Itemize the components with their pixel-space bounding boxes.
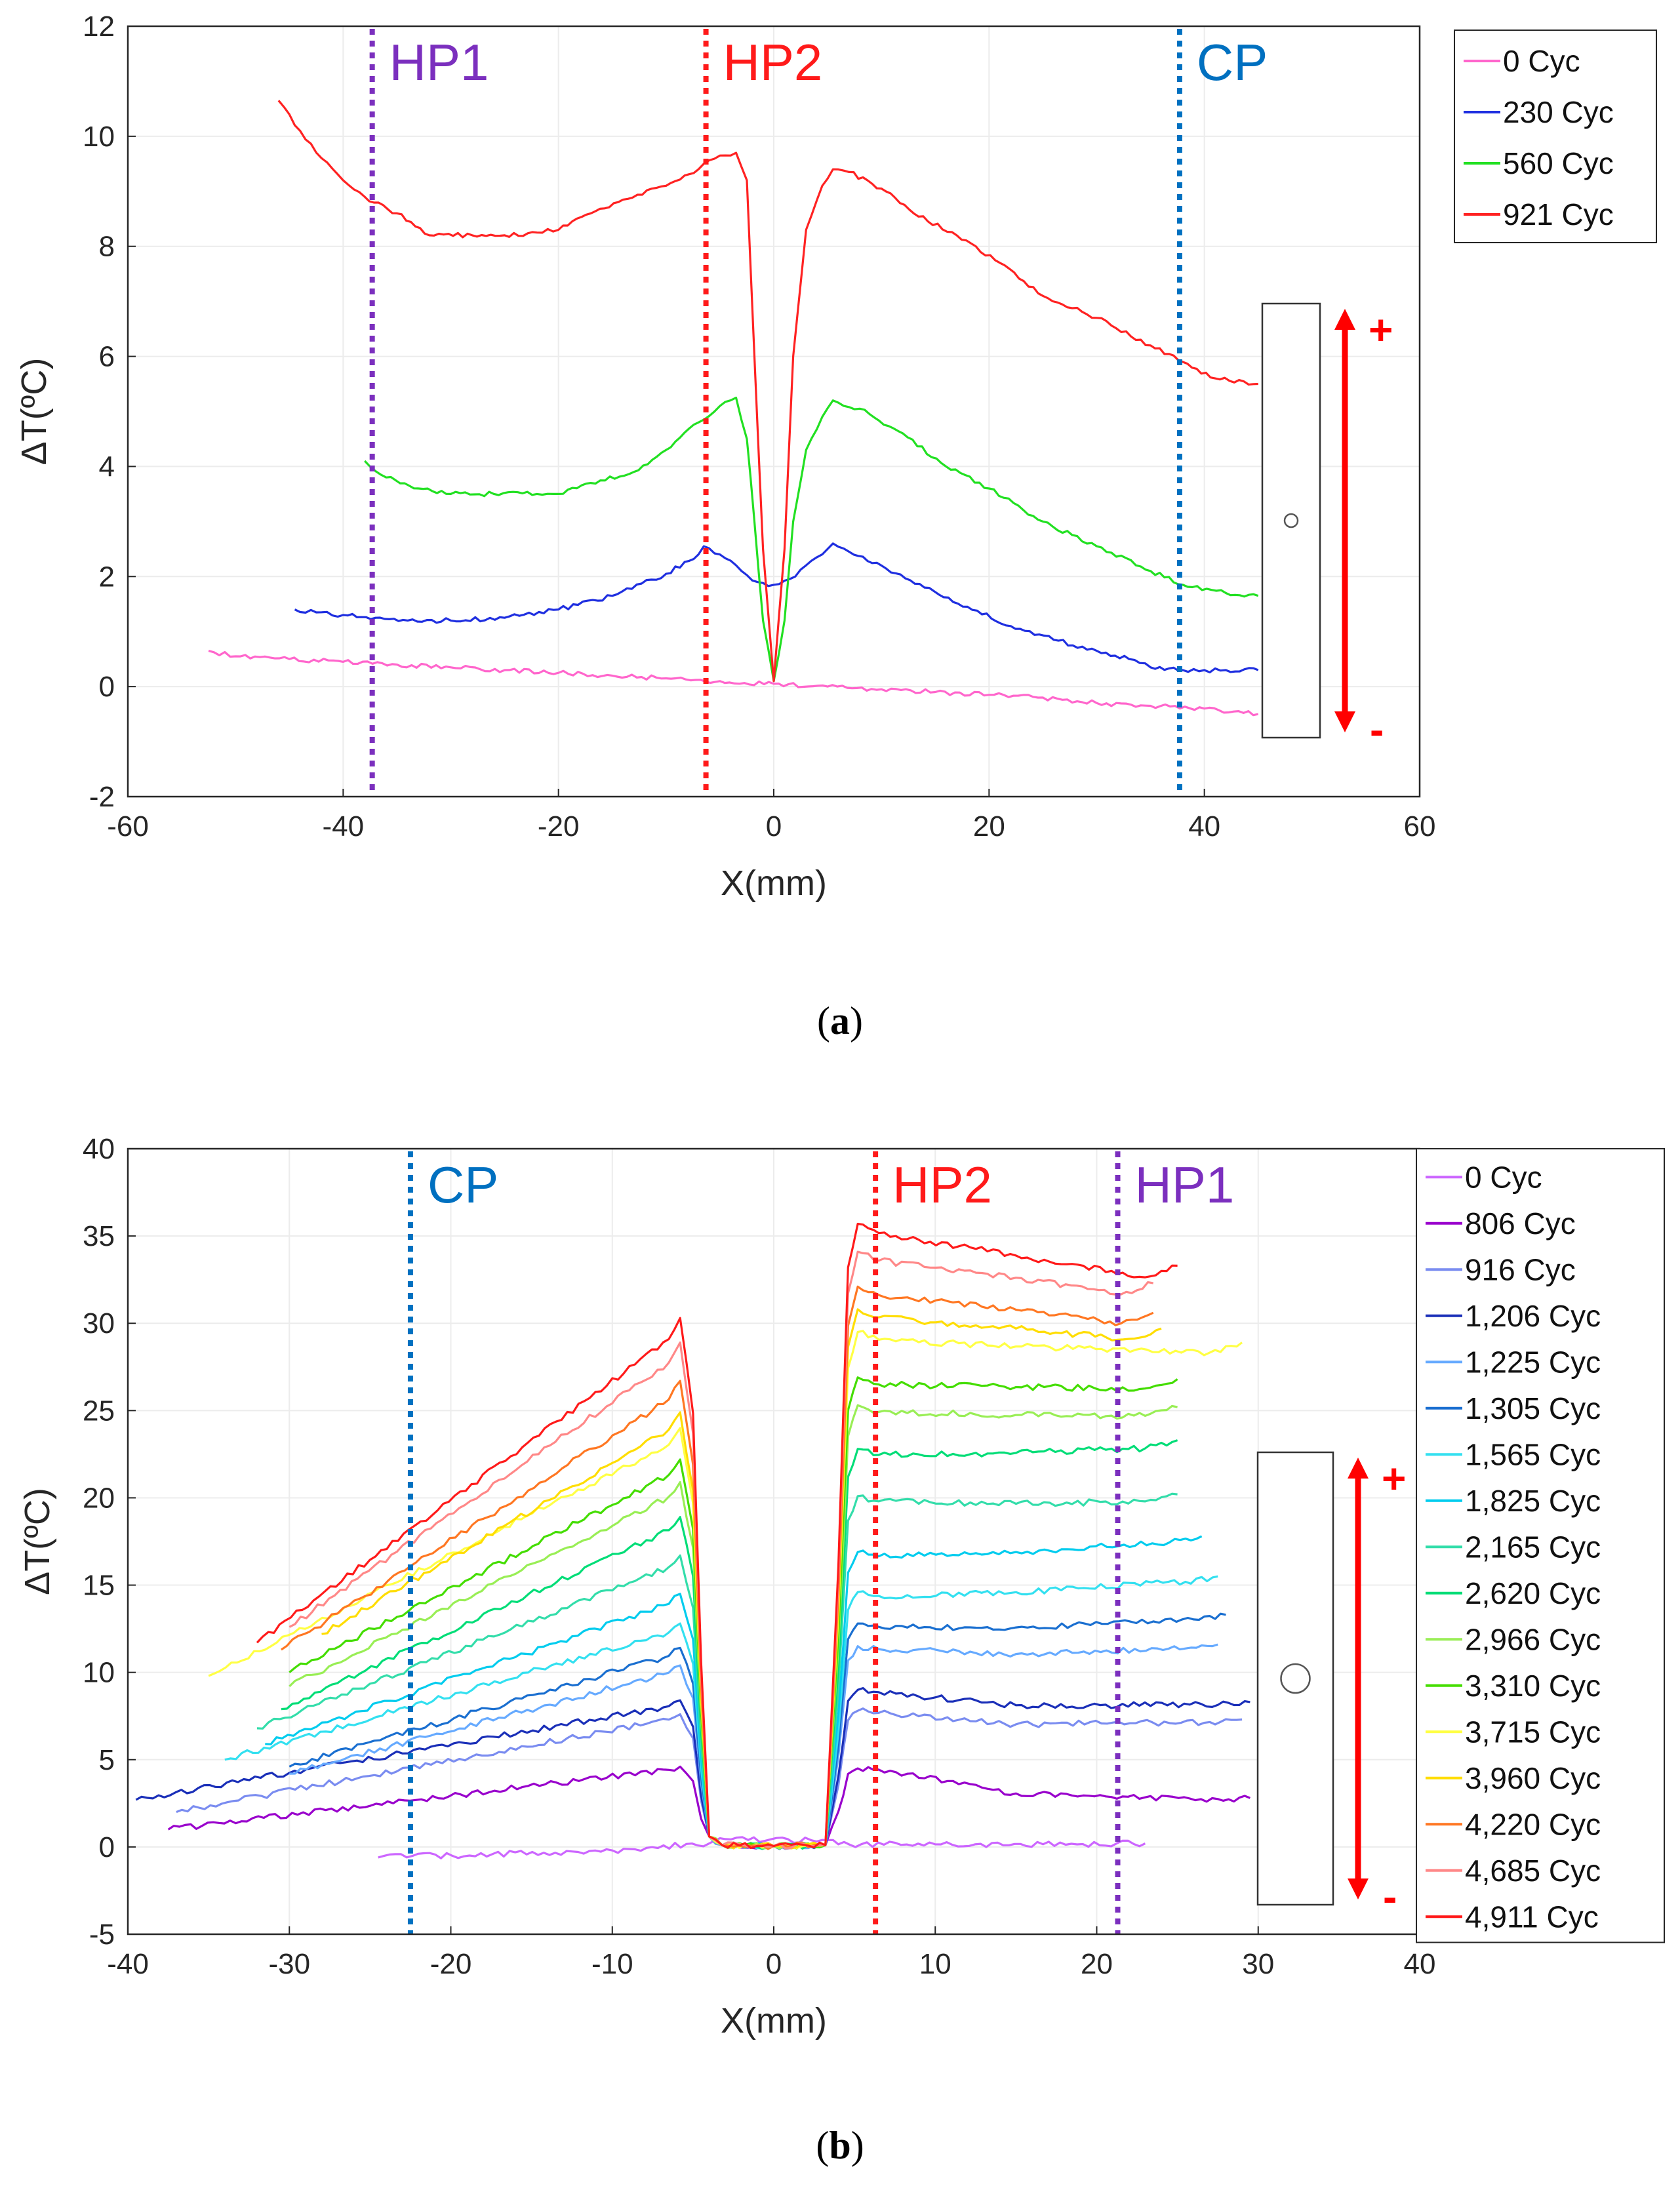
load-minus-sign: -	[1370, 706, 1384, 753]
series-line-15	[289, 1250, 1153, 1850]
x-tick-label-6: 60	[1404, 810, 1436, 843]
x-tick-label-3: -10	[591, 1948, 633, 1980]
load-arrow-head-down	[1348, 1878, 1369, 1899]
x-tick-label-4: 0	[766, 1948, 782, 1980]
legend-label-2: 916 Cyc	[1465, 1252, 1576, 1286]
y-tick-label-3: 10	[83, 1657, 115, 1689]
x-tick-label-0: -60	[107, 810, 149, 843]
load-arrow-head-up	[1348, 1458, 1369, 1479]
series-group	[135, 1222, 1250, 1859]
chart-a: HP1 HP2 CP-60 -40 -20 0 20 40 60-2024681012X(mm)…	[14, 10, 1657, 903]
x-axis-label: X(mm)	[721, 2001, 827, 2040]
y-tick-label-1: 0	[99, 1831, 115, 1863]
x-tick-label-5: 40	[1188, 810, 1220, 843]
x-tick-label-8: 40	[1404, 1948, 1436, 1980]
y-tick-label-3: 4	[99, 450, 115, 483]
legend-label-9: 2,620 Cyc	[1465, 1576, 1601, 1610]
legend-label-12: 3,715 Cyc	[1465, 1715, 1601, 1749]
y-tick-label-8: 35	[83, 1220, 115, 1252]
y-tick-label-5: 20	[83, 1482, 115, 1514]
caption-a: (a)	[817, 999, 863, 1043]
legend-label-2: 560 Cyc	[1503, 146, 1614, 180]
series-line-3	[277, 100, 1258, 683]
x-tick-label-7: 30	[1242, 1948, 1274, 1980]
legend-label-6: 1,565 Cyc	[1465, 1437, 1601, 1471]
legend-label-15: 4,685 Cyc	[1465, 1854, 1601, 1888]
load-arrow-head-up	[1334, 309, 1355, 330]
x-axis-label: X(mm)	[721, 864, 827, 903]
y-tick-label-6: 10	[83, 121, 115, 153]
legend-label-0: 0 Cyc	[1503, 44, 1580, 78]
y-tick-label-0: -2	[89, 781, 115, 813]
y-tick-label-2: 2	[99, 561, 115, 593]
legend-box	[1454, 30, 1657, 243]
x-tick-label-2: -20	[538, 810, 580, 843]
legend-label-13: 3,960 Cyc	[1465, 1761, 1601, 1795]
y-axis-label: ΔT(ºC)	[14, 358, 54, 466]
y-tick-label-0: -5	[89, 1918, 115, 1951]
load-plus-sign: +	[1382, 1455, 1406, 1502]
y-tick-label-5: 8	[99, 231, 115, 263]
series-line-5	[289, 1612, 1226, 1850]
load-minus-sign: -	[1383, 1873, 1397, 1920]
series-line-10	[289, 1404, 1178, 1850]
series-line-11	[289, 1376, 1178, 1850]
series-line-1	[294, 542, 1259, 673]
legend-label-1: 806 Cyc	[1465, 1206, 1576, 1241]
x-tick-label-5: 10	[919, 1948, 951, 1980]
legend-label-10: 2,966 Cyc	[1465, 1622, 1601, 1656]
legend-label-4: 1,225 Cyc	[1465, 1345, 1601, 1379]
ref-label-hp2: HP2	[723, 33, 823, 91]
specimen-hole	[1280, 1663, 1311, 1694]
x-tick-label-1: -40	[323, 810, 365, 843]
caption-b: (b)	[816, 2124, 864, 2167]
legend-label-8: 2,165 Cyc	[1465, 1530, 1601, 1564]
legend-label-11: 3,310 Cyc	[1465, 1669, 1601, 1703]
series-line-0	[208, 650, 1259, 717]
series-line-0	[378, 1836, 1146, 1859]
y-tick-label-1: 0	[99, 671, 115, 703]
x-tick-label-0: -40	[107, 1948, 149, 1980]
y-tick-label-7: 30	[83, 1307, 115, 1340]
legend-label-7: 1,825 Cyc	[1465, 1484, 1601, 1518]
legend-label-3: 921 Cyc	[1503, 197, 1614, 231]
y-tick-label-2: 5	[99, 1744, 115, 1776]
legend-label-16: 4,911 Cyc	[1465, 1899, 1599, 1934]
legend-label-1: 230 Cyc	[1503, 95, 1614, 129]
x-tick-label-1: -30	[268, 1948, 310, 1980]
specimen-hole	[1283, 513, 1299, 528]
ref-label-hp1: HP1	[390, 33, 489, 91]
legend-label-0: 0 Cyc	[1465, 1160, 1542, 1194]
series-line-4	[289, 1643, 1218, 1850]
ref-label-hp1: HP1	[1135, 1156, 1235, 1214]
x-tick-label-2: -20	[430, 1948, 472, 1980]
y-tick-label-4: 15	[83, 1570, 115, 1602]
legend-label-5: 1,305 Cyc	[1465, 1391, 1601, 1425]
load-plus-sign: +	[1369, 306, 1393, 353]
series-line-9	[281, 1439, 1178, 1850]
chart-b: CP HP2 HP1-40 -30 -20 -10 0 10 20 30 40-5051015202…	[18, 1133, 1665, 2040]
y-axis-label: ΔT(ºC)	[18, 1488, 57, 1595]
ref-label-cp: CP	[1197, 33, 1268, 91]
y-tick-label-9: 40	[83, 1133, 115, 1165]
y-tick-label-6: 25	[83, 1395, 115, 1427]
series-line-13	[321, 1308, 1162, 1850]
legend-label-3: 1,206 Cyc	[1465, 1299, 1601, 1333]
y-tick-label-4: 6	[99, 341, 115, 373]
ref-label-hp2: HP2	[892, 1156, 992, 1214]
x-tick-label-6: 20	[1081, 1948, 1113, 1980]
x-tick-label-4: 20	[973, 810, 1005, 843]
x-tick-label-3: 0	[766, 810, 782, 843]
series-line-8	[256, 1492, 1178, 1849]
series-line-6	[224, 1575, 1218, 1850]
legend-label-14: 4,220 Cyc	[1465, 1807, 1601, 1841]
series-group	[208, 100, 1259, 717]
series-line-12	[208, 1330, 1243, 1850]
series-line-16	[256, 1222, 1178, 1850]
y-tick-label-7: 12	[83, 10, 115, 43]
ref-label-cp: CP	[428, 1156, 498, 1214]
series-line-2	[364, 396, 1259, 683]
load-arrow-head-down	[1334, 711, 1355, 732]
